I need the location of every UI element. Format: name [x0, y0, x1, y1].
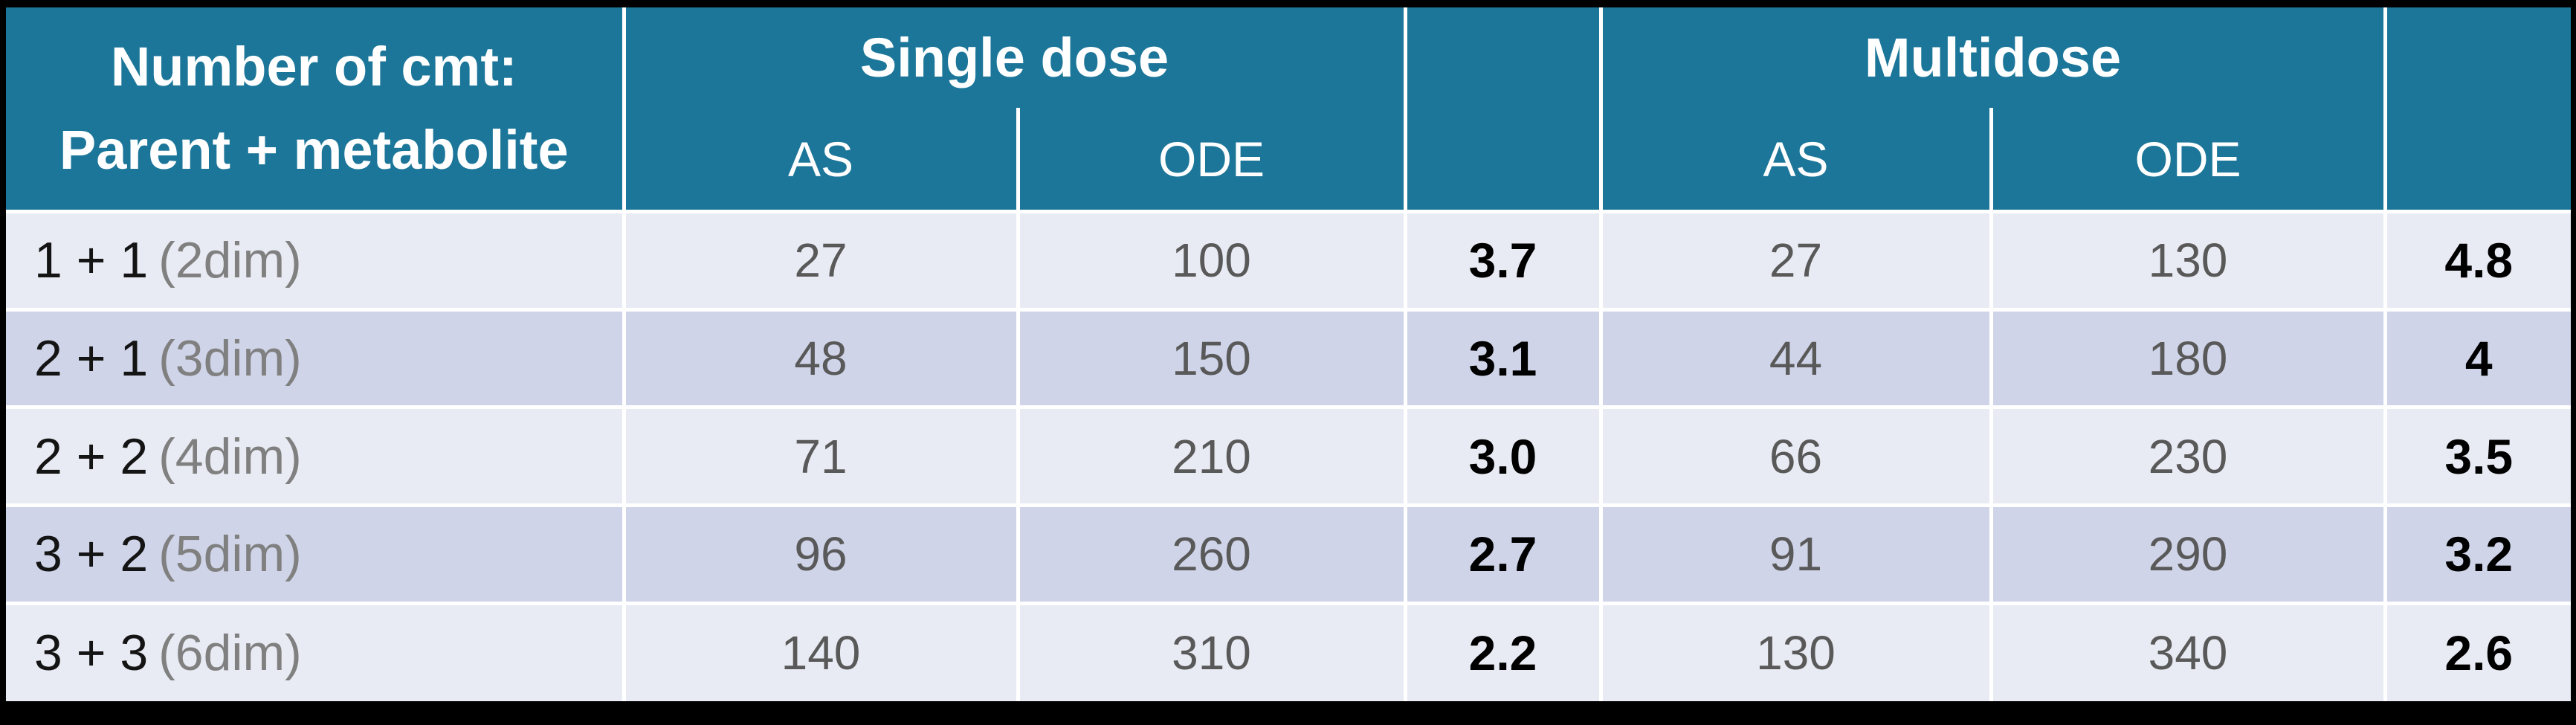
cell-single-ratio: 2.2	[1405, 603, 1603, 701]
table-row: 2 + 2 (4dim) 71 210 3.0 66 230 3.5	[6, 407, 2572, 508]
cell-multi-ratio: 3.5	[2385, 407, 2572, 508]
row-label: 3 + 3	[34, 625, 149, 682]
cell-single-ratio: 3.0	[1405, 407, 1603, 508]
cell-multi-as: 27	[1601, 211, 1993, 312]
table-header: Number of cmt: Parent + metabolite Singl…	[6, 7, 2572, 213]
cell-multi-as: 44	[1601, 309, 1993, 410]
row-label-cell: 2 + 2 (4dim)	[6, 407, 626, 508]
row-dim-note: (5dim)	[158, 526, 302, 583]
cell-multi-ratio: 4.8	[2385, 211, 2572, 312]
cell-multi-as: 66	[1601, 407, 1993, 508]
column-group-single-dose: Single dose	[624, 7, 1407, 108]
cell-multi-as: 91	[1601, 505, 1993, 605]
cell-multi-ratio: 4	[2385, 309, 2572, 410]
row-label-cell: 3 + 2 (5dim)	[6, 505, 626, 605]
row-label: 2 + 1	[34, 330, 149, 387]
header-row-subcolumns: AS ODE AS ODE	[6, 108, 2571, 213]
cell-single-ode: 150	[1018, 309, 1407, 410]
column-header-single-ode: ODE	[1018, 108, 1407, 213]
cell-single-as: 96	[624, 505, 1020, 605]
row-label-cell: 3 + 3 (6dim)	[6, 603, 626, 701]
cell-multi-as: 130	[1601, 603, 1993, 701]
cell-single-ratio: 3.1	[1405, 309, 1603, 410]
table-row: 3 + 3 (6dim) 140 310 2.2 130 340 2.6	[6, 603, 2572, 701]
column-group-multidose: Multidose	[1601, 7, 2387, 108]
column-header-multi-ode: ODE	[1991, 108, 2387, 213]
table-row: 3 + 2 (5dim) 96 260 2.7 91 290 3.2	[6, 505, 2572, 605]
column-header-multi-as: AS	[1601, 108, 1993, 213]
row-dim-note: (2dim)	[158, 232, 302, 289]
row-dim-note: (3dim)	[158, 330, 302, 387]
row-dim-note: (6dim)	[158, 625, 302, 682]
row-label: 2 + 2	[34, 428, 149, 485]
row-label-cell: 1 + 1 (2dim)	[6, 211, 626, 312]
header-line-2: Parent + metabolite	[59, 119, 569, 181]
cell-single-ode: 100	[1018, 211, 1407, 312]
row-label: 3 + 2	[34, 526, 149, 583]
cell-single-as: 71	[624, 407, 1020, 508]
table-row: 2 + 1 (3dim) 48 150 3.1 44 180 4	[6, 309, 2572, 410]
row-label-cell: 2 + 1 (3dim)	[6, 309, 626, 410]
cell-single-ratio: 3.7	[1405, 211, 1603, 312]
cell-single-as: 140	[624, 603, 1020, 701]
column-header-single-as: AS	[624, 108, 1020, 213]
runtime-comparison-table: Number of cmt: Parent + metabolite Singl…	[6, 7, 2572, 701]
column-header-number-of-cmt: Number of cmt: Parent + metabolite	[6, 7, 626, 213]
table-row: 1 + 1 (2dim) 27 100 3.7 27 130 4.8	[6, 211, 2572, 312]
cell-single-ode: 260	[1018, 505, 1407, 605]
cell-multi-ode: 230	[1991, 407, 2387, 508]
cell-single-ratio: 2.7	[1405, 505, 1603, 605]
cell-single-as: 27	[624, 211, 1020, 312]
cell-multi-ratio: 2.6	[2385, 603, 2572, 701]
row-dim-note: (4dim)	[158, 428, 302, 485]
cell-single-ode: 210	[1018, 407, 1407, 508]
header-row-groups: Number of cmt: Parent + metabolite Singl…	[6, 7, 2572, 213]
column-header-single-dose-ratio-unlabeled	[1405, 7, 1603, 213]
cell-multi-ode: 290	[1991, 505, 2387, 605]
header-line-1: Number of cmt:	[110, 36, 517, 97]
table-body: 1 + 1 (2dim) 27 100 3.7 27 130 4.8 2 + 1(…	[6, 211, 2572, 701]
cell-multi-ode: 340	[1991, 603, 2387, 701]
cell-single-as: 48	[624, 309, 1020, 410]
column-header-multidose-ratio-unlabeled	[2385, 7, 2572, 213]
cell-multi-ode: 130	[1991, 211, 2387, 312]
row-label: 1 + 1	[34, 232, 149, 289]
cell-multi-ode: 180	[1991, 309, 2387, 410]
cell-multi-ratio: 3.2	[2385, 505, 2572, 605]
cell-single-ode: 310	[1018, 603, 1407, 701]
